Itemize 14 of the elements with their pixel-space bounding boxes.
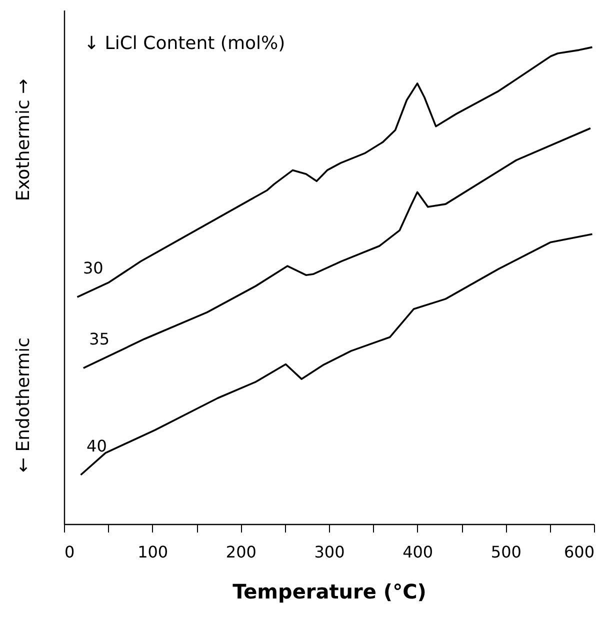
annotation: ↓ LiCl Content (mol%) — [84, 33, 286, 54]
series-label: 35 — [89, 329, 110, 348]
text: ← Endothermic — [13, 337, 34, 473]
x-tick-label: 0 — [64, 542, 75, 562]
x-tick-label: 500 — [490, 542, 522, 562]
text: Exothermic → — [13, 78, 34, 202]
x-tick-label: 600 — [564, 542, 594, 562]
x-tick-label: 100 — [138, 542, 168, 562]
series-label: 30 — [82, 258, 104, 278]
x-tick-label: 300 — [314, 542, 345, 562]
series-label: 40 — [86, 436, 107, 456]
x-tick-label: 400 — [402, 542, 434, 562]
x-axis-title: Temperature (°C) — [232, 580, 426, 604]
x-tick-label: 200 — [226, 542, 256, 562]
